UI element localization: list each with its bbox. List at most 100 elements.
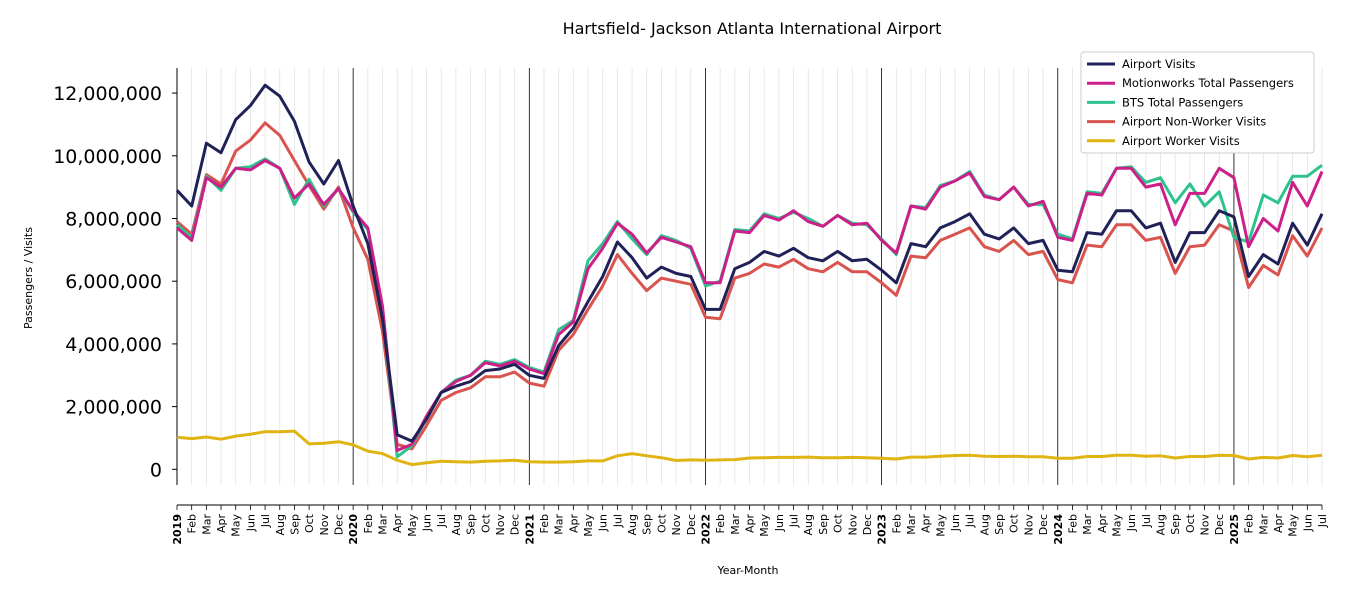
- x-tick-month-label: Nov: [846, 514, 859, 536]
- x-tick-month-label: Mar: [553, 514, 566, 535]
- x-tick-month-label: May: [582, 514, 595, 537]
- x-tick-month-label: Aug: [978, 514, 991, 535]
- x-tick-month-label: Jun: [949, 514, 962, 532]
- x-tick-month-label: Sep: [465, 514, 478, 535]
- series-line-airport-worker-visits: [176, 429, 1323, 467]
- x-tick-month-label: Jun: [421, 514, 434, 532]
- x-tick-month-label: Oct: [655, 513, 668, 533]
- x-tick-month-label: Oct: [479, 513, 492, 533]
- x-tick-month-label: Feb: [1243, 514, 1256, 533]
- x-tick-month-label: Sep: [288, 514, 301, 535]
- x-tick-month-label: May: [406, 514, 419, 537]
- x-tick-month-label: Jul: [259, 514, 272, 528]
- x-tick-month-label: Oct: [1184, 513, 1197, 533]
- x-tick-month-label: Feb: [714, 514, 727, 533]
- x-tick-month-label: Mar: [1257, 514, 1270, 535]
- x-tick-month-label: Mar: [377, 514, 390, 535]
- y-tick-label: 6,000,000: [65, 271, 162, 293]
- x-tick-month-label: Jun: [1301, 514, 1314, 532]
- x-tick-month-label: Mar: [1081, 514, 1094, 535]
- x-tick-month-label: Dec: [861, 514, 874, 535]
- series-line-airport-non-worker-visits: [176, 121, 1324, 451]
- legend-box: [1080, 51, 1315, 154]
- x-tick-month-label: Aug: [802, 514, 815, 535]
- series-line-airport-visits: [175, 83, 1324, 443]
- x-tick-year-label: 2025: [1228, 514, 1241, 545]
- x-tick-month-label: Oct: [832, 513, 845, 533]
- x-tick-month-label: May: [758, 514, 771, 537]
- grid: [191, 68, 1323, 485]
- x-tick-year-label: 2019: [171, 514, 184, 545]
- x-tick-year-label: 2020: [347, 514, 360, 545]
- x-tick-month-label: Sep: [817, 514, 830, 535]
- x-tick-month-label: Jul: [611, 514, 624, 528]
- x-tick-month-label: Aug: [1155, 514, 1168, 535]
- x-axis: 2019 Feb Mar Apr May Jun Jul Aug Sep Oct Nov Dec 202…: [171, 504, 1329, 545]
- x-tick-month-label: Apr: [1096, 514, 1109, 534]
- x-tick-month-label: Feb: [362, 514, 375, 533]
- x-tick-year-label: 2024: [1052, 514, 1065, 545]
- x-tick-month-label: Nov: [1199, 514, 1212, 536]
- x-tick-month-label: Apr: [391, 514, 404, 534]
- x-tick-month-label: Feb: [890, 514, 903, 533]
- legend: Airport Visits Motionworks Total Passenge…: [1080, 51, 1315, 154]
- x-tick-month-label: Dec: [1213, 514, 1226, 535]
- y-tick-label: 8,000,000: [65, 208, 162, 230]
- x-tick-month-label: Jul: [435, 514, 448, 528]
- y-tick-label: 4,000,000: [65, 334, 162, 356]
- x-tick-year-label: 2022: [699, 514, 712, 545]
- x-tick-month-label: Dec: [332, 514, 345, 535]
- x-tick-month-label: Feb: [538, 514, 551, 533]
- x-tick-month-label: Apr: [567, 514, 580, 534]
- x-tick-month-label: Nov: [318, 514, 331, 536]
- x-tick-month-label: Jul: [1316, 514, 1329, 528]
- x-tick-month-label: Jun: [597, 514, 610, 532]
- x-tick-month-label: Mar: [200, 514, 213, 535]
- x-axis-label: Year-Month: [716, 564, 778, 577]
- x-tick-month-label: May: [1287, 514, 1300, 537]
- chart-title: Hartsfield- Jackson Atlanta Internationa…: [563, 19, 942, 38]
- x-tick-month-label: Mar: [729, 514, 742, 535]
- x-tick-month-label: Apr: [1272, 514, 1285, 534]
- y-tick-label: 10,000,000: [53, 146, 162, 168]
- x-tick-month-label: Oct: [1008, 513, 1021, 533]
- x-tick-month-label: Jul: [1140, 514, 1153, 528]
- series-lines: [175, 83, 1324, 467]
- x-tick-month-label: Apr: [744, 514, 757, 534]
- x-tick-month-label: Jul: [788, 514, 801, 528]
- y-tick-label: 2,000,000: [65, 397, 162, 419]
- y-tick-label: 0: [150, 459, 162, 481]
- x-tick-month-label: May: [230, 514, 243, 537]
- y-axis: 0 2,000,000 4,000,000 6,000,000 8,000,000 10,…: [53, 68, 178, 485]
- x-tick-month-label: Dec: [509, 514, 522, 535]
- x-tick-month-label: Aug: [450, 514, 463, 535]
- x-tick-month-label: May: [934, 514, 947, 537]
- x-tick-month-label: Mar: [905, 514, 918, 535]
- x-tick-year-label: 2023: [876, 514, 889, 545]
- x-tick-month-label: Dec: [685, 514, 698, 535]
- legend-entry-label: Airport Visits: [1122, 57, 1196, 71]
- legend-entry-label: Motionworks Total Passengers: [1122, 76, 1294, 90]
- x-tick-month-label: Sep: [641, 514, 654, 535]
- x-tick-month-label: Feb: [1066, 514, 1079, 533]
- x-tick-month-label: Sep: [1169, 514, 1182, 535]
- x-tick-month-label: Apr: [920, 514, 933, 534]
- legend-entry-label: Airport Worker Visits: [1122, 134, 1240, 148]
- x-tick-month-label: Aug: [626, 514, 639, 535]
- x-tick-month-label: Jun: [1125, 514, 1138, 532]
- series-line-motionworks-total-passengers: [176, 159, 1324, 452]
- x-tick-month-label: Sep: [993, 514, 1006, 535]
- x-tick-month-label: Feb: [186, 514, 199, 533]
- x-tick-month-label: Apr: [215, 514, 228, 534]
- y-tick-label: 12,000,000: [53, 83, 162, 105]
- x-tick-month-label: Nov: [670, 514, 683, 536]
- x-tick-year-label: 2021: [523, 514, 536, 545]
- x-tick-month-label: Oct: [303, 513, 316, 533]
- x-tick-month-label: Dec: [1037, 514, 1050, 535]
- x-tick-month-label: May: [1110, 514, 1123, 537]
- x-tick-month-label: Jun: [244, 514, 257, 532]
- x-tick-month-label: Aug: [274, 514, 287, 535]
- x-tick-month-label: Jun: [773, 514, 786, 532]
- x-tick-month-label: Nov: [1022, 514, 1035, 536]
